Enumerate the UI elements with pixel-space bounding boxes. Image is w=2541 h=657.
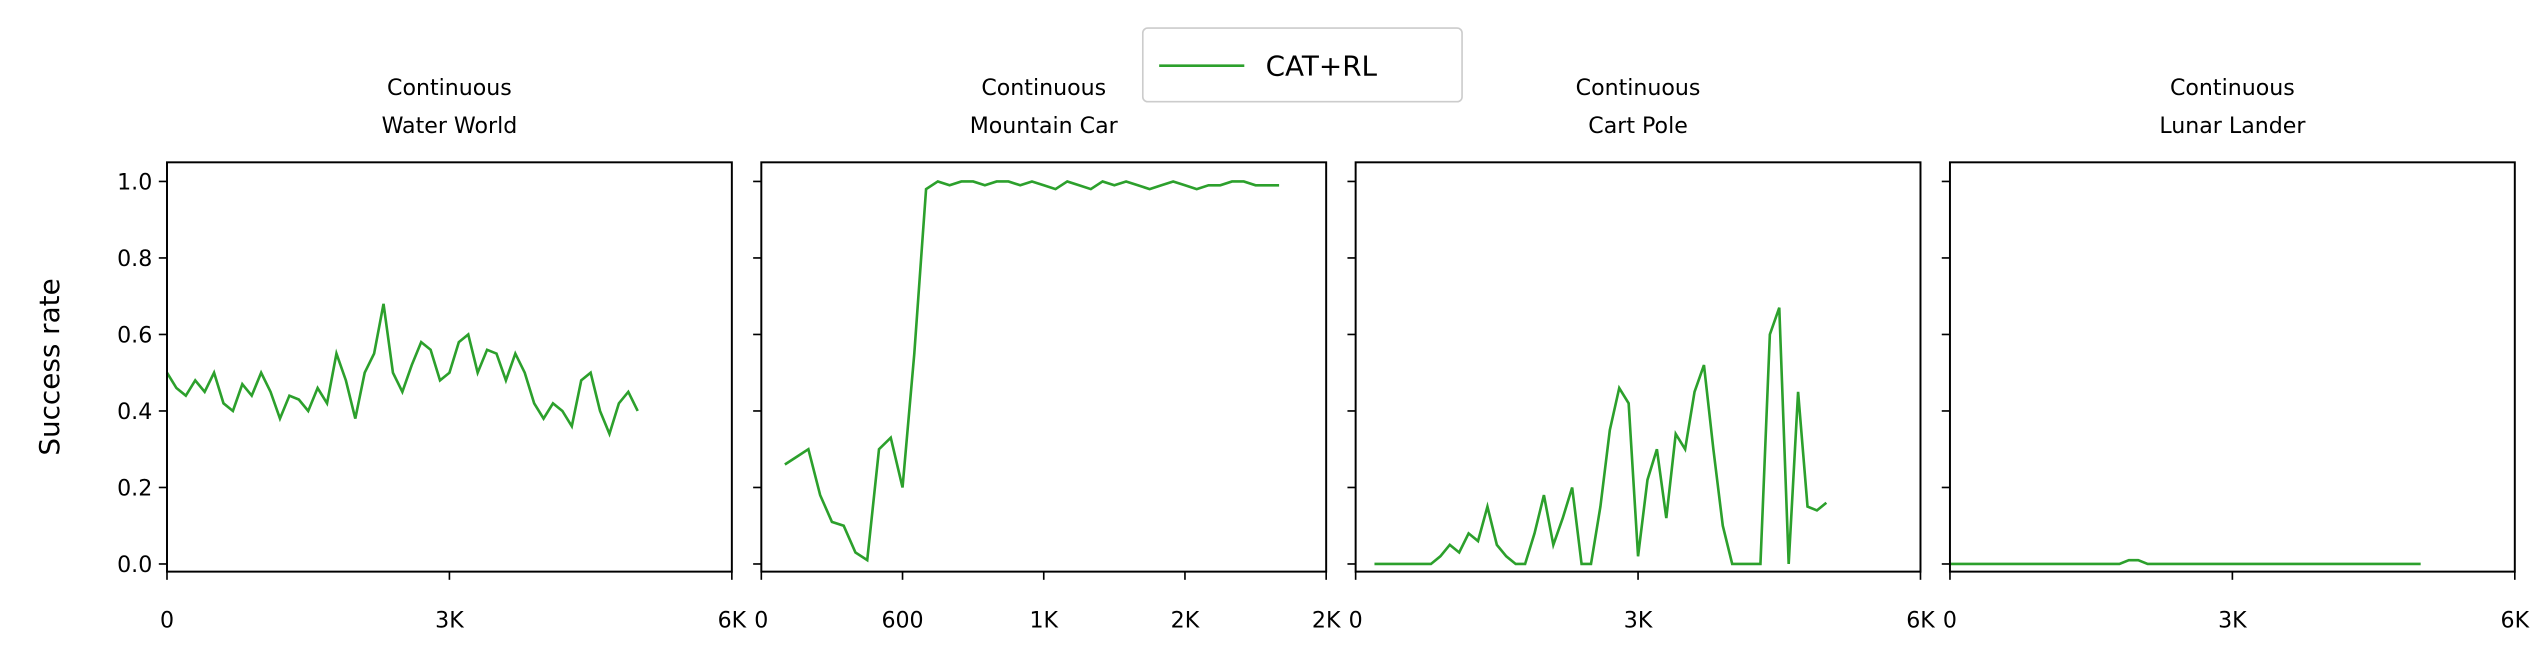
axes-frame bbox=[166, 161, 733, 573]
x-tick-label: 0 bbox=[754, 607, 768, 633]
x-tick-label: 6K bbox=[718, 607, 747, 633]
subplot-title: Water World bbox=[382, 113, 518, 139]
x-tick-label: 1K bbox=[1029, 607, 1058, 633]
data-line bbox=[784, 180, 1280, 563]
y-tick-label: 0.4 bbox=[117, 399, 152, 425]
x-tick-label: 600 bbox=[881, 607, 923, 633]
y-tick-label: 0.8 bbox=[117, 246, 152, 272]
axes-frame bbox=[1948, 161, 2516, 573]
x-tick-label: 0 bbox=[160, 607, 174, 633]
x-tick-label: 6K bbox=[1906, 607, 1935, 633]
y-axis-label: Success rate bbox=[33, 278, 66, 455]
data-line bbox=[1949, 558, 2421, 566]
x-tick-label: 0 bbox=[1349, 607, 1363, 633]
x-tick-label: 2K bbox=[1312, 607, 1341, 633]
y-tick-label: 0.0 bbox=[117, 552, 152, 578]
subplot-title: Continuous bbox=[2170, 75, 2295, 101]
y-tick-label: 0.2 bbox=[117, 476, 152, 502]
x-tick-label: 3K bbox=[2218, 607, 2247, 633]
legend-box bbox=[1141, 27, 1463, 103]
x-tick-label: 2K bbox=[1171, 607, 1200, 633]
x-tick-label: 3K bbox=[1624, 607, 1653, 633]
x-tick-label: 3K bbox=[435, 607, 464, 633]
subplot-title: Continuous bbox=[1576, 75, 1701, 101]
y-tick-label: 0.6 bbox=[117, 323, 152, 349]
y-tick-label: 1.0 bbox=[117, 170, 152, 196]
data-line bbox=[1374, 307, 1828, 566]
data-line bbox=[165, 303, 639, 438]
subplot-title: Continuous bbox=[981, 75, 1106, 101]
subplot-title: Cart Pole bbox=[1588, 113, 1688, 139]
subplot-title: Mountain Car bbox=[970, 113, 1119, 139]
axes-frame bbox=[760, 161, 1328, 573]
x-tick-label: 6K bbox=[2501, 607, 2530, 633]
x-tick-label: 0 bbox=[1943, 607, 1957, 633]
subplot-title: Lunar Lander bbox=[2159, 113, 2306, 139]
legend-label: CAT+RL bbox=[1266, 50, 1378, 83]
axes-frame bbox=[1354, 161, 1922, 573]
subplot-title: Continuous bbox=[387, 75, 512, 101]
